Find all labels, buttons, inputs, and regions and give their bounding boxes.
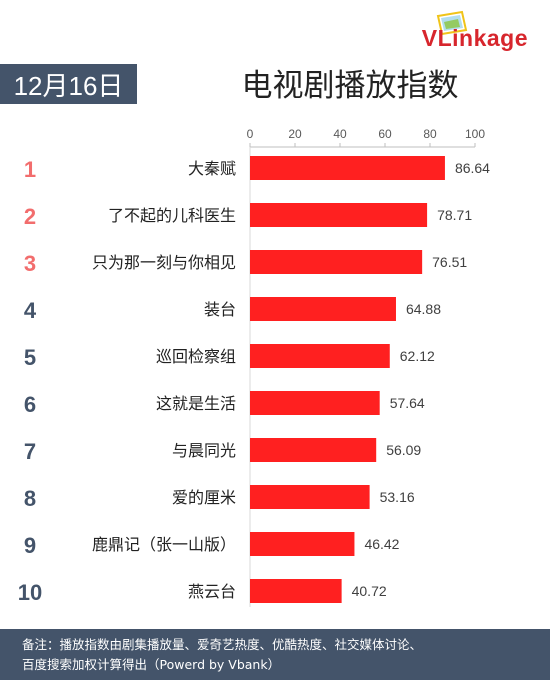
value-label: 53.16	[380, 489, 415, 505]
x-tick-label: 40	[333, 127, 347, 141]
rank-number: 3	[24, 251, 36, 276]
category-label: 大秦赋	[188, 159, 236, 178]
category-label: 这就是生活	[156, 394, 236, 413]
vlinkage-logo: VLinkage	[398, 10, 528, 54]
value-label: 57.64	[390, 395, 425, 411]
footer-line-2: 百度搜索加权计算得出（Powerd by Vbank）	[22, 657, 281, 672]
bar	[250, 203, 428, 227]
bar	[250, 579, 342, 603]
value-label: 76.51	[432, 254, 467, 270]
rank-number: 6	[24, 392, 36, 417]
bar	[250, 156, 445, 180]
category-label: 鹿鼎记（张一山版）	[92, 535, 236, 554]
x-tick-label: 80	[423, 127, 437, 141]
logo-text: VLinkage	[421, 25, 528, 51]
category-label: 与晨同光	[172, 441, 236, 460]
category-label: 爱的厘米	[172, 488, 236, 507]
picture-frame-icon	[436, 10, 468, 36]
value-label: 78.71	[437, 207, 472, 223]
rank-number: 1	[24, 157, 36, 182]
x-tick-label: 60	[378, 127, 392, 141]
value-label: 62.12	[400, 348, 435, 364]
bar	[250, 344, 390, 368]
chart-title: 电视剧播放指数	[241, 68, 459, 104]
date-badge: 12月16日	[0, 64, 137, 104]
bar	[250, 250, 423, 274]
bar	[250, 391, 380, 415]
category-label: 巡回检察组	[156, 347, 236, 366]
category-label: 只为那一刻与你相见	[92, 253, 236, 272]
bar	[250, 297, 396, 321]
rank-number: 9	[24, 533, 36, 558]
footer-line-1: 备注：播放指数由剧集播放量、爱奇艺热度、优酷热度、社交媒体讨论、	[22, 637, 423, 652]
value-label: 86.64	[455, 160, 490, 176]
x-tick-label: 0	[247, 127, 254, 141]
bar	[250, 532, 355, 556]
value-label: 40.72	[352, 583, 387, 599]
value-label: 56.09	[386, 442, 421, 458]
x-tick-label: 100	[465, 127, 485, 141]
footer-note: 备注：播放指数由剧集播放量、爱奇艺热度、优酷热度、社交媒体讨论、 百度搜索加权计…	[0, 629, 550, 680]
category-label: 燕云台	[188, 582, 236, 601]
rank-number: 5	[24, 345, 36, 370]
rank-number: 7	[24, 439, 36, 464]
x-tick-label: 20	[288, 127, 302, 141]
bar-chart: 0 20 40 60 80 100 1 大秦赋 86.64 2 了不起的儿科医生 78.71 3 只为那一…	[18, 127, 490, 607]
rank-number: 8	[24, 486, 36, 511]
bar	[250, 485, 370, 509]
category-label: 装台	[204, 300, 236, 319]
category-label: 了不起的儿科医生	[108, 206, 236, 225]
rank-number: 2	[24, 204, 36, 229]
rank-number: 10	[18, 580, 42, 605]
bar	[250, 438, 377, 462]
value-label: 64.88	[406, 301, 441, 317]
value-label: 46.42	[364, 536, 399, 552]
rank-number: 4	[24, 298, 37, 323]
